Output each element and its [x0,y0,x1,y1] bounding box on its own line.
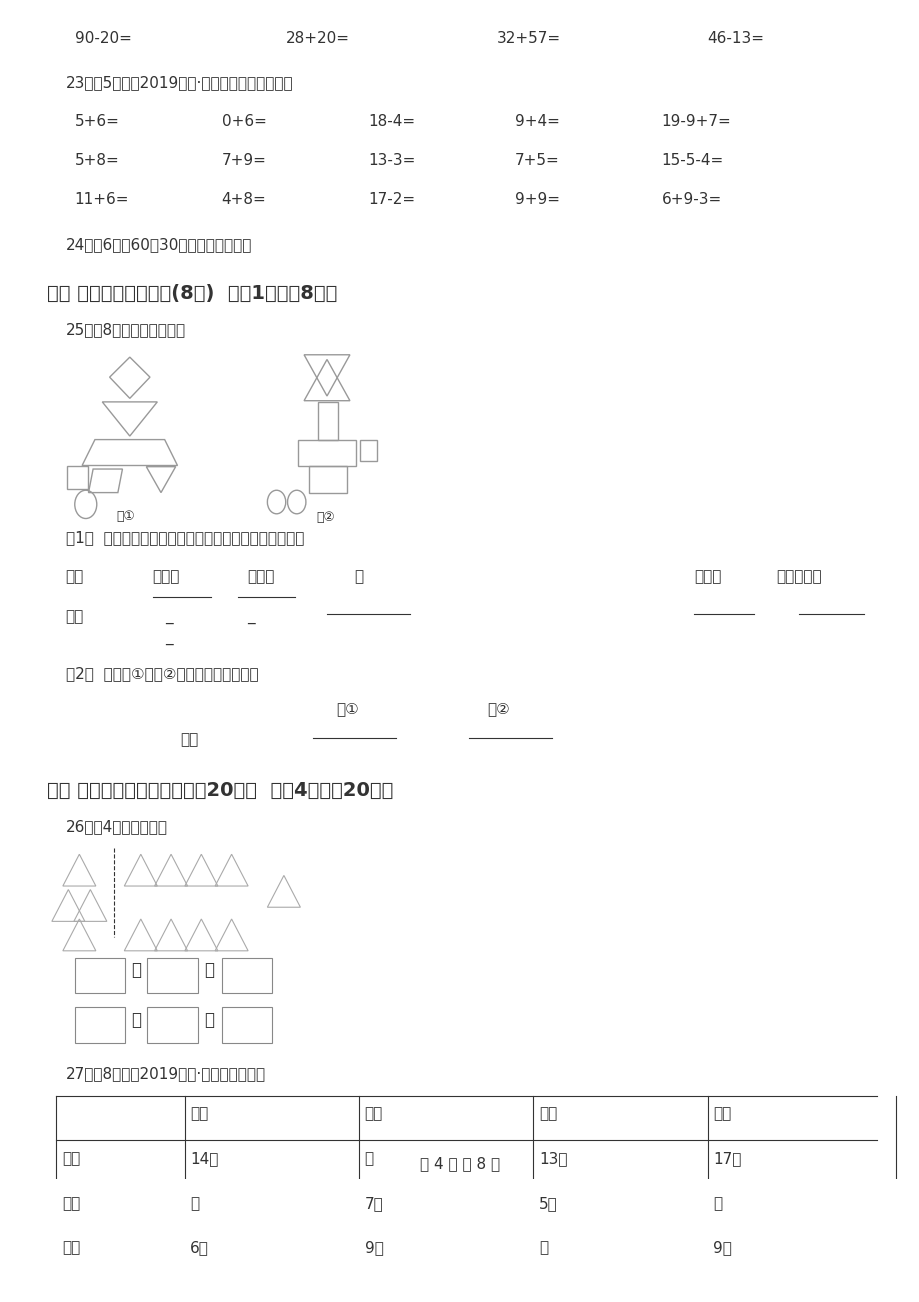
Text: －: － [130,961,141,979]
Text: 90-20=: 90-20= [74,31,131,46]
Text: 28+20=: 28+20= [286,31,349,46]
Text: 三角形: 三角形 [693,569,720,585]
Text: －: － [130,1010,141,1029]
Bar [74,958,125,993]
Text: 篮球: 篮球 [190,1107,209,1121]
Text: 排球: 排球 [712,1107,731,1121]
Text: 13根: 13根 [539,1151,567,1167]
Text: 跳绳: 跳绳 [539,1107,557,1121]
Text: 图①: 图① [116,510,135,523]
Text: 5+8=: 5+8= [74,154,119,168]
Text: 19-9+7=: 19-9+7= [661,115,731,129]
Text: 9+9=: 9+9= [515,193,560,207]
Bar [147,1008,198,1043]
Text: （1）  按照形状分类整理一下，把结果填在下面的表里。: （1） 按照形状分类整理一下，把结果填在下面的表里。 [65,530,303,546]
Text: 五、 分一分，填一填。(8分)  （共1题；共8分）: 五、 分一分，填一填。(8分) （共1题；共8分） [47,284,337,303]
Text: 7+9=: 7+9= [221,154,267,168]
Text: 9个: 9个 [364,1241,383,1255]
Bar [359,440,376,461]
Text: 18-4=: 18-4= [368,115,415,129]
Text: 根: 根 [539,1241,548,1255]
Text: 9个: 9个 [712,1241,732,1255]
Text: 0+6=: 0+6= [221,115,267,129]
Text: 46-13=: 46-13= [707,31,764,46]
Text: 六、 解决生活中的问题。（共20分）  （共4题；共20分）: 六、 解决生活中的问题。（共20分） （共4题；共20分） [47,781,393,801]
Text: 还剩: 还剩 [62,1241,80,1255]
Text: ＝: ＝ [204,1010,214,1029]
Text: 25．（8分）分类与整理。: 25．（8分）分类与整理。 [65,322,186,337]
Text: 13-3=: 13-3= [368,154,415,168]
Text: 26．（4分）看图列式: 26．（4分）看图列式 [65,819,167,833]
Text: （2）  拼成图①和图②各用了多少个图形？: （2） 拼成图①和图②各用了多少个图形？ [65,665,258,681]
Text: 卖了: 卖了 [62,1195,80,1211]
Text: 个: 个 [712,1195,721,1211]
Bar [317,402,337,440]
Text: 5+6=: 5+6= [74,115,119,129]
Text: _: _ [165,630,172,646]
Text: 键子: 键子 [364,1107,382,1121]
Text: ＝: ＝ [204,961,214,979]
Text: 图②: 图② [487,700,510,716]
Text: _: _ [247,609,255,624]
Text: 图形: 图形 [65,569,84,585]
Text: 第 4 页 共 8 页: 第 4 页 共 8 页 [419,1156,500,1170]
Bar [147,958,198,993]
Text: 6个: 6个 [190,1241,209,1255]
Text: 圆: 圆 [354,569,363,585]
Text: 24．（6分）60与30相加，和是多少？: 24．（6分）60与30相加，和是多少？ [65,237,252,253]
Bar [298,440,356,466]
Text: 原有: 原有 [62,1151,80,1167]
Text: 11+6=: 11+6= [74,193,130,207]
Text: 个数: 个数 [180,732,199,747]
Bar [221,958,272,993]
Text: 平行四边形: 平行四边形 [776,569,822,585]
Text: 32+57=: 32+57= [496,31,561,46]
Text: 17个: 17个 [712,1151,741,1167]
Bar [308,466,346,492]
Text: 长方形: 长方形 [153,569,180,585]
Bar [221,1008,272,1043]
Text: 7个: 7个 [364,1195,383,1211]
Text: 个: 个 [364,1151,373,1167]
Text: 正方形: 正方形 [247,569,274,585]
Text: 7+5=: 7+5= [515,154,559,168]
Bar [67,466,87,490]
Text: 15-5-4=: 15-5-4= [661,154,723,168]
Text: 27．（8分）（2019一下·鹿邑月考）填表: 27．（8分）（2019一下·鹿邑月考）填表 [65,1066,266,1081]
Text: 23．（5分）（2019一上·河北期末）我来算一算: 23．（5分）（2019一上·河北期末）我来算一算 [65,76,293,91]
Text: 14个: 14个 [190,1151,219,1167]
Text: 17-2=: 17-2= [368,193,415,207]
Bar [74,1008,125,1043]
Text: 图①: 图① [335,700,358,716]
Text: 5根: 5根 [539,1195,557,1211]
Text: 9+4=: 9+4= [515,115,560,129]
Text: 图②: 图② [315,512,335,525]
Text: 4+8=: 4+8= [221,193,266,207]
Text: 个数: 个数 [65,609,84,624]
Text: 6+9-3=: 6+9-3= [661,193,721,207]
Text: 个: 个 [190,1195,199,1211]
Text: _: _ [165,609,172,624]
